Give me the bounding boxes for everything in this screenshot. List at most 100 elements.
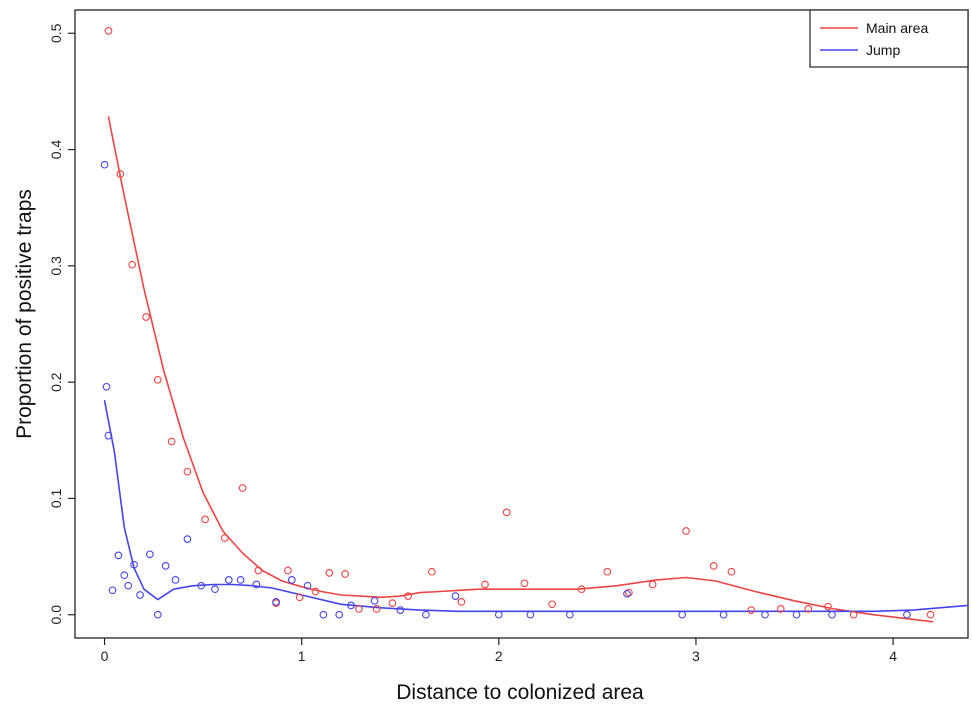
y-axis-title: Proportion of positive traps [13,189,36,439]
point-main-area [311,587,320,596]
point-jump [347,601,355,610]
point-main-area [824,602,832,611]
point-main-area [284,566,292,575]
legend: Main area Jump [809,9,969,68]
point-jump [287,576,296,584]
point-jump [451,592,460,600]
point-main-area [548,600,556,609]
y-tick-label: 0.3 [48,256,64,276]
point-main-area [682,527,690,535]
point-main-area [341,570,349,578]
x-tick-label: 1 [298,648,306,664]
point-main-area [220,534,229,542]
point-jump [526,610,535,619]
point-main-area [153,375,162,384]
point-jump [761,610,769,619]
point-main-area [481,580,489,589]
x-tick-label: 0 [101,648,109,664]
point-jump [108,586,117,595]
point-main-area [404,592,413,600]
point-main-area [167,437,176,446]
x-axis-title: Distance to colonized area [396,681,644,704]
point-main-area [295,593,304,602]
point-jump [211,585,219,594]
point-jump [396,606,405,614]
legend-box [809,9,969,68]
point-main-area [577,585,586,594]
point-jump [303,581,312,590]
point-jump [236,576,245,584]
point-jump [623,589,631,598]
y-tick-label: 0.4 [48,140,64,160]
point-jump [494,610,503,619]
point-main-area [104,27,113,35]
point-main-area [355,605,363,613]
legend-label-jump: Jump [866,42,900,58]
point-jump [153,610,162,619]
point-main-area [254,566,263,575]
point-jump [161,562,170,570]
point-main-area [128,260,137,269]
y-tick-label: 0.1 [48,489,64,509]
point-jump [319,610,328,619]
point-jump [114,551,123,560]
x-axis: 0 1 2 3 4 [101,638,897,664]
point-main-area [747,606,756,614]
point-main-area [427,567,436,576]
point-jump [828,610,836,619]
point-jump [272,598,280,606]
point-jump [370,596,379,605]
fit-line-jump [103,399,969,613]
legend-label-main-area: Main area [866,20,928,36]
y-tick-label: 0.5 [48,23,64,43]
point-jump [792,610,801,619]
point-main-area [183,467,192,476]
point-main-area [625,588,633,597]
point-jump [130,560,138,569]
point-jump [124,581,133,590]
point-jump [120,571,129,580]
point-jump [100,160,109,169]
point-main-area [457,598,466,606]
point-main-area [849,610,858,619]
point-main-area [388,599,397,607]
point-jump [422,610,430,619]
point-main-area [603,567,612,576]
point-jump [565,610,574,619]
fit-line-main-area [107,116,934,623]
point-main-area [502,508,511,517]
plot-frame [74,9,969,639]
point-main-area [727,567,736,576]
point-main-area [238,484,247,492]
point-jump [104,431,113,440]
x-tick-label: 4 [889,648,897,664]
point-main-area [520,579,529,588]
point-jump [146,550,154,559]
point-main-area [804,605,813,613]
point-jump [197,581,206,590]
point-main-area [926,610,935,619]
point-jump [903,610,911,619]
point-main-area [648,580,657,589]
y-axis: 0.0 0.1 0.2 0.3 0.4 0.5 [48,23,75,624]
point-main-area [709,562,718,570]
point-jump [171,576,180,584]
point-jump [224,576,233,584]
point-jump [335,610,344,619]
point-main-area [142,313,150,321]
point-jump [136,591,144,599]
x-tick-label: 2 [495,648,503,664]
point-main-area [325,569,334,577]
y-tick-label: 0.0 [48,605,64,625]
point-main-area [372,605,381,613]
point-main-area [776,605,785,613]
y-tick-label: 0.2 [48,372,64,392]
point-jump [252,580,261,589]
point-main-area [116,170,125,178]
point-jump [678,610,687,619]
point-main-area [201,515,209,524]
point-jump [183,535,192,543]
point-jump [719,610,728,619]
point-jump [102,382,111,391]
